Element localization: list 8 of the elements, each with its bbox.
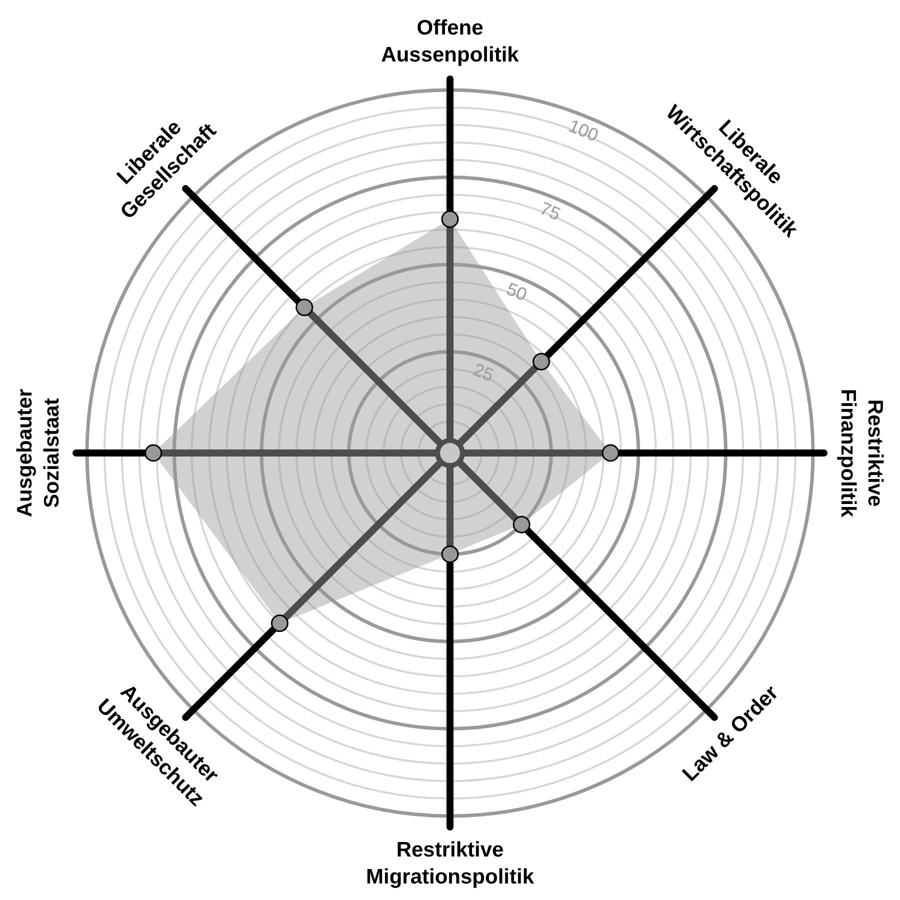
y-tick-label: 75 xyxy=(537,198,564,224)
y-tick-label: 100 xyxy=(566,116,602,146)
spoke-label: Ausgebauter Sozialstaat xyxy=(13,388,64,518)
y-tick-label: 25 xyxy=(470,359,496,386)
y-tick-label: 50 xyxy=(504,278,530,305)
spoke-label: Restriktive Migrationspolitik xyxy=(366,838,534,888)
spoke-label: Offene Aussenpolitik xyxy=(381,16,520,66)
spoke-label: Restriktive Finanzpolitik xyxy=(836,388,887,518)
